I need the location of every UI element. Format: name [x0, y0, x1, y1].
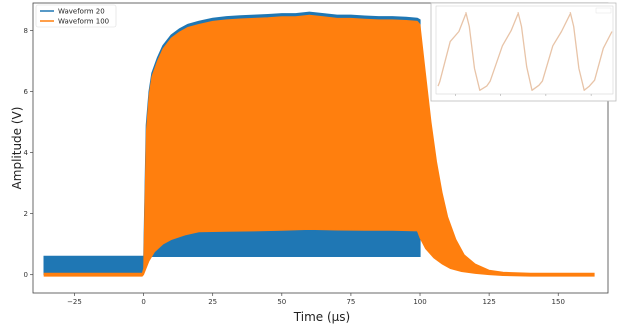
inset-background	[430, 2, 617, 102]
legend-label-waveform-100: Waveform 100	[58, 18, 109, 26]
y-axis: 0 2 4 6 8	[24, 27, 33, 279]
plot-frame	[32, 2, 609, 294]
y-tick-label: 2	[24, 210, 28, 218]
series-waveform-100-band	[43, 14, 595, 277]
x-tick-label: 75	[346, 298, 355, 306]
y-tick-label: 0	[24, 271, 28, 279]
y-tick-label: 8	[24, 27, 28, 35]
inset-waveform-segment	[437, 13, 467, 87]
y-tick-label: 4	[24, 149, 29, 157]
inset-waveform	[437, 12, 613, 91]
x-tick-label: 0	[141, 298, 145, 306]
x-axis: −25 0 25 50 75 100 125 150	[67, 293, 565, 306]
x-tick-label: 125	[482, 298, 495, 306]
y-axis-label: Amplitude (V)	[10, 107, 24, 190]
inset-waveform-segment	[569, 12, 613, 91]
inset-x-axis	[455, 94, 592, 96]
legend-box	[35, 4, 117, 28]
plot-area	[43, 11, 595, 277]
x-tick-label: 150	[552, 298, 565, 306]
inset-frame	[435, 5, 614, 95]
inset-legend	[595, 7, 612, 14]
x-tick-label: −25	[67, 298, 82, 306]
inset-waveform-segment	[465, 12, 519, 91]
inset-plot	[430, 2, 617, 102]
inset-waveform-segment	[517, 12, 571, 91]
legend-label-waveform-20: Waveform 20	[58, 8, 105, 16]
x-tick-label: 100	[413, 298, 426, 306]
legend: Waveform 20 Waveform 100	[35, 4, 117, 28]
y-tick-label: 6	[24, 88, 29, 96]
x-tick-label: 50	[277, 298, 286, 306]
x-axis-label: Time (µs)	[293, 310, 350, 324]
x-tick-label: 25	[208, 298, 217, 306]
